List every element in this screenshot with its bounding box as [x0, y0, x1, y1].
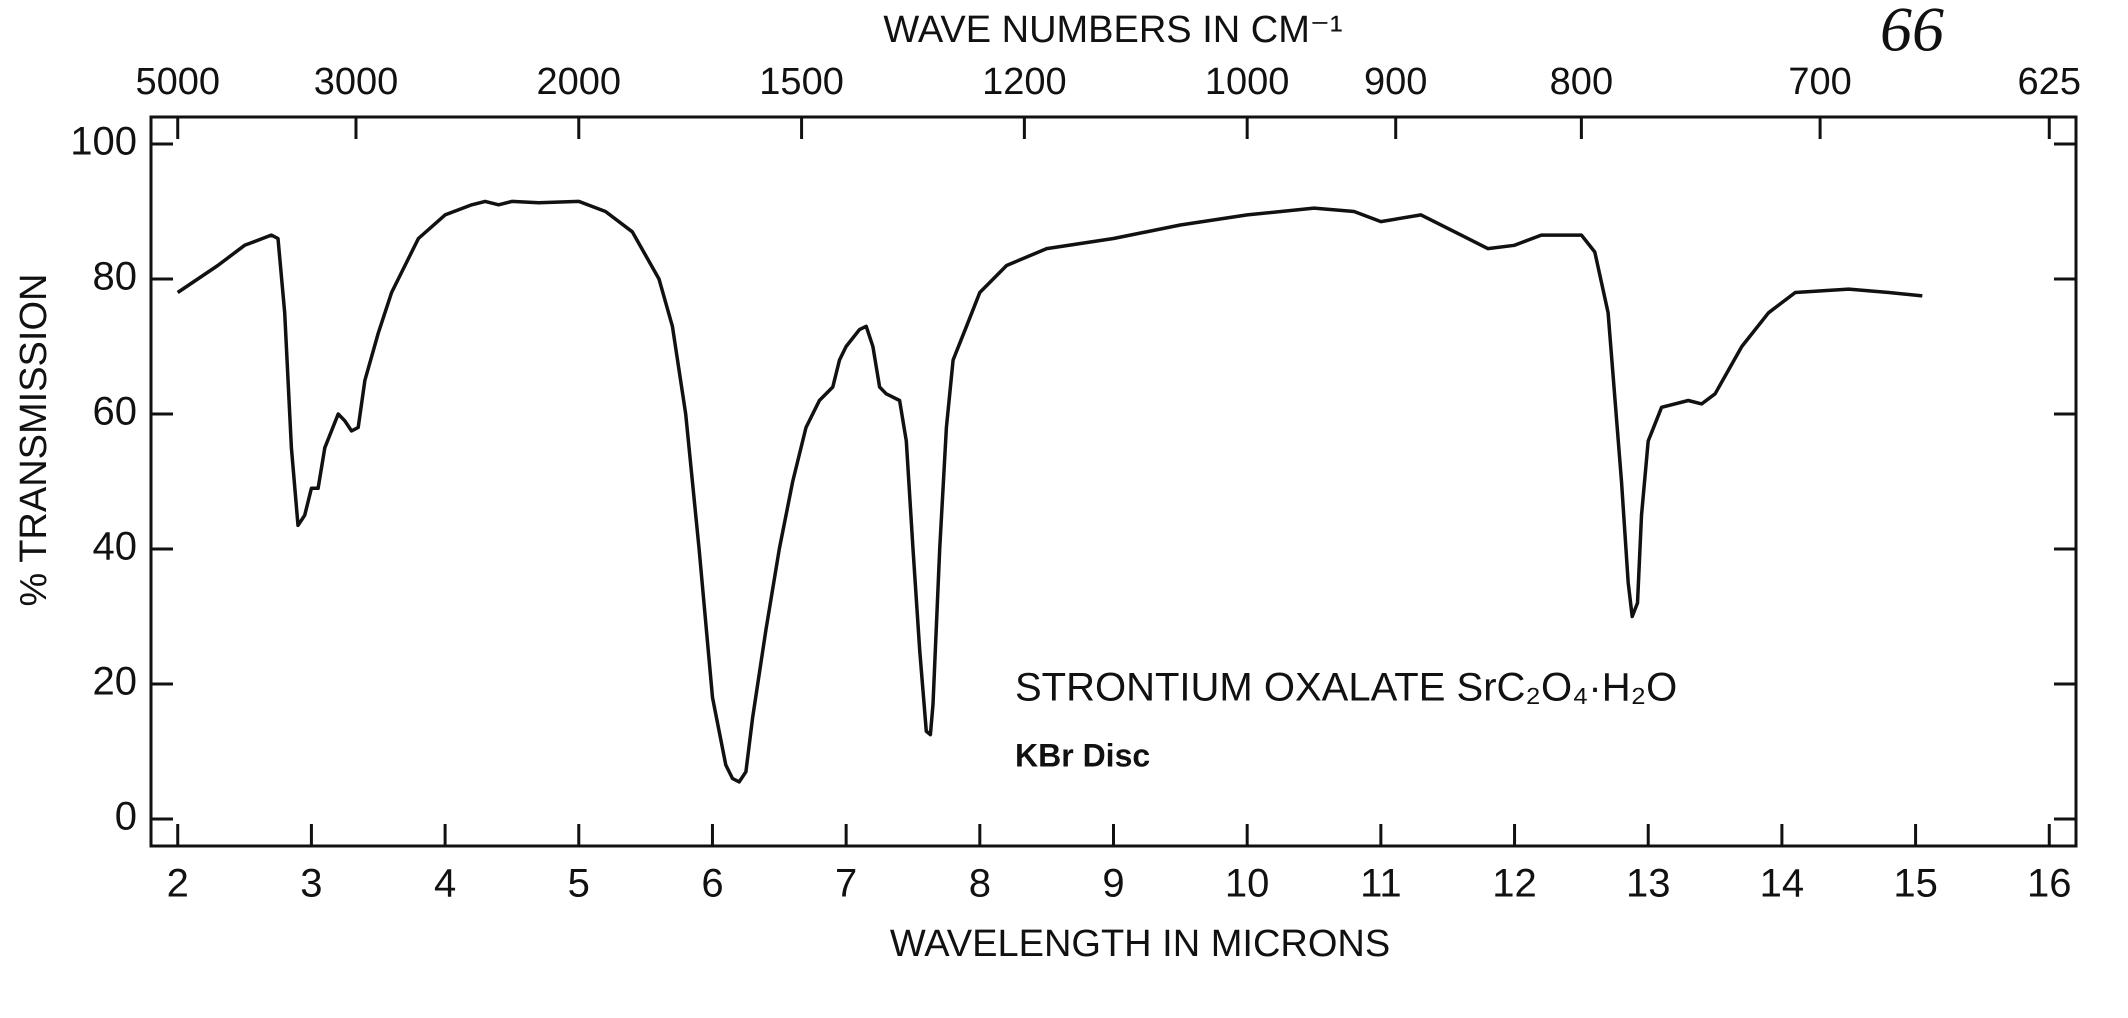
y-tick-label: 20	[93, 660, 138, 704]
x-tick-label: 9	[1102, 862, 1124, 906]
x2-tick-label: 1200	[982, 61, 1067, 103]
annotation: 66	[1880, 0, 1944, 65]
annotation: STRONTIUM OXALATE SrC₂O₄·H₂O	[1015, 666, 1677, 710]
x-tick-label: 7	[835, 862, 857, 906]
x-tick-label: 3	[300, 862, 322, 906]
chart-title: WAVE NUMBERS IN CM⁻¹	[883, 9, 1342, 51]
annotation: KBr Disc	[1015, 737, 1150, 773]
x-tick-label: 10	[1225, 862, 1270, 906]
x-tick-label: 2	[167, 862, 189, 906]
x-tick-label: 14	[1760, 862, 1805, 906]
y-axis-label: % TRANSMISSION	[13, 274, 55, 607]
spectrum-line	[176, 199, 1923, 784]
x-tick-label: 11	[1360, 862, 1402, 906]
x-tick-label: 6	[701, 862, 723, 906]
x-tick-label: 13	[1626, 862, 1671, 906]
x-axis-label: WAVELENGTH IN MICRONS	[890, 923, 1390, 965]
y-tick-label: 40	[93, 525, 138, 569]
y-tick-label: 60	[93, 390, 138, 434]
x2-tick-label: 1500	[759, 61, 844, 103]
y-tick-label: 0	[115, 795, 137, 839]
x2-tick-label: 700	[1788, 61, 1851, 103]
x-tick-label: 15	[1893, 862, 1938, 906]
x2-tick-label: 625	[2018, 61, 2081, 103]
x2-tick-label: 3000	[314, 61, 399, 103]
x2-tick-label: 1000	[1205, 61, 1290, 103]
x-tick-label: 16	[2027, 862, 2072, 906]
x2-tick-label: 900	[1364, 61, 1427, 103]
x-tick-label: 5	[568, 862, 590, 906]
x2-tick-label: 5000	[135, 61, 220, 103]
x-tick-label: 12	[1492, 862, 1537, 906]
y-tick-label: 100	[70, 120, 137, 164]
x2-tick-label: 2000	[537, 61, 622, 103]
x-tick-label: 8	[969, 862, 991, 906]
x-tick-label: 4	[434, 862, 456, 906]
y-tick-label: 80	[93, 255, 138, 299]
x2-tick-label: 800	[1550, 61, 1613, 103]
